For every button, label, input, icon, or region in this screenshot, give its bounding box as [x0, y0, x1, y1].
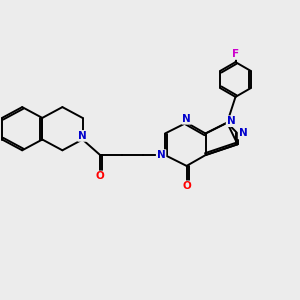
- Text: N: N: [157, 150, 166, 160]
- Text: F: F: [232, 49, 239, 59]
- Text: O: O: [96, 171, 105, 182]
- Text: O: O: [182, 181, 191, 191]
- Text: N: N: [226, 116, 236, 126]
- Text: N: N: [238, 128, 247, 139]
- Text: N: N: [78, 131, 87, 141]
- Text: N: N: [182, 114, 191, 124]
